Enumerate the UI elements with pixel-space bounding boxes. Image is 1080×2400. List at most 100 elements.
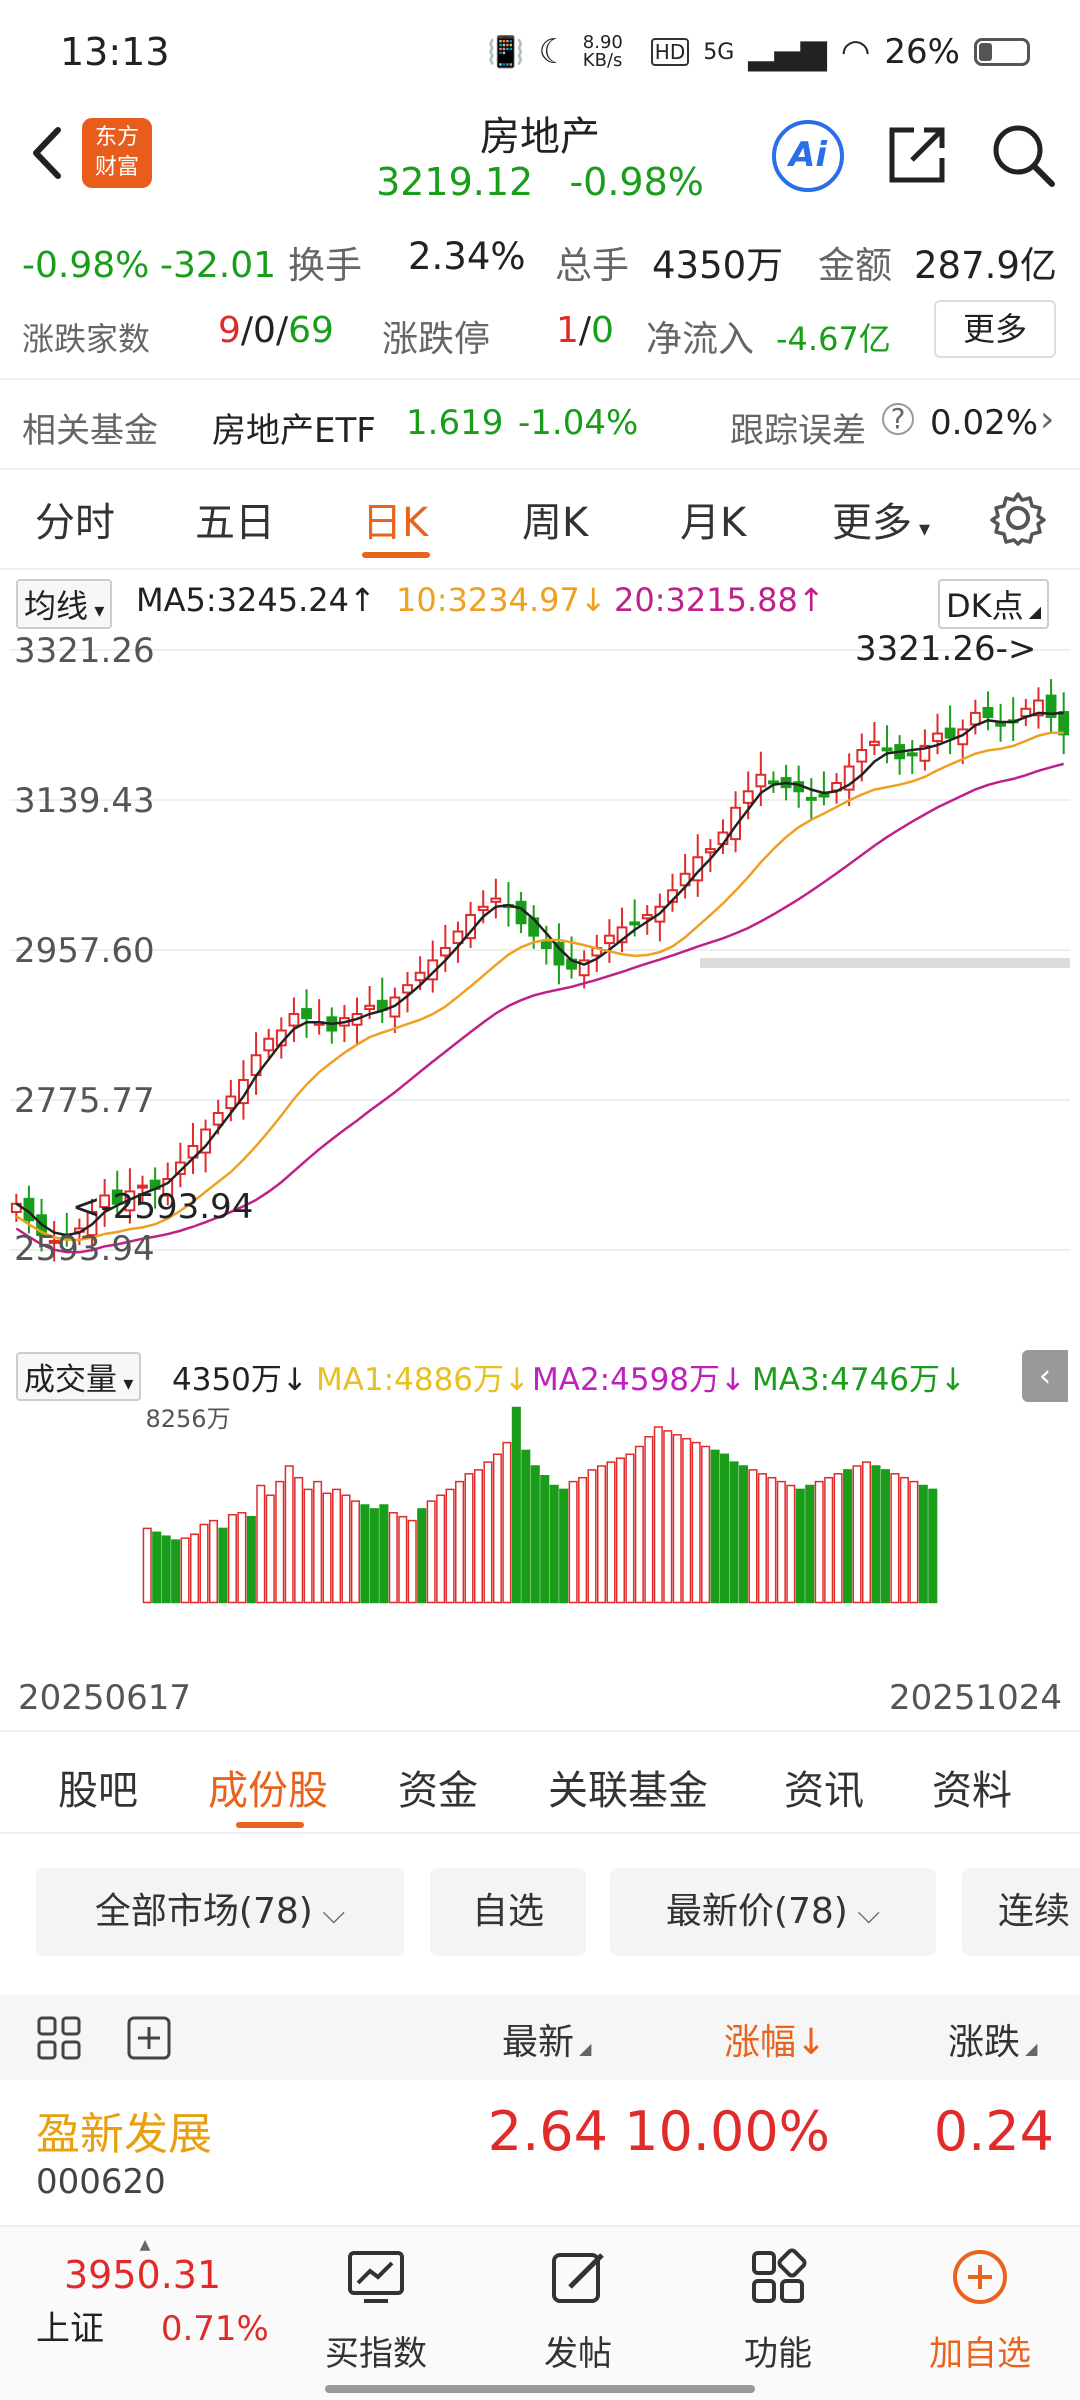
candle [932, 732, 943, 742]
tab-weekly-k[interactable]: 周K [522, 500, 589, 546]
candle [540, 941, 552, 950]
nav-functions[interactable]: 功能 [708, 2247, 848, 2375]
volume-bar [227, 1514, 237, 1604]
chart-monitor-icon [348, 2251, 404, 2303]
candle [704, 848, 716, 854]
volume-value: 4350万↓ [172, 1362, 308, 1398]
volume-bar [729, 1461, 739, 1604]
volume-bar [776, 1480, 786, 1604]
volume-bar [350, 1500, 360, 1604]
volume-bar [426, 1500, 436, 1604]
fund-price: 1.619 [406, 403, 504, 443]
tab-news[interactable]: 资讯 [784, 1768, 864, 1814]
candle [641, 914, 653, 920]
candle [452, 930, 464, 945]
candle [1058, 711, 1070, 736]
turnover-value: 2.34% [408, 235, 526, 278]
candle [48, 1239, 60, 1244]
volume-legend: 成交量 ▾ 4350万↓ MA1:4886万↓ MA2:4598万↓ MA3:4… [10, 1350, 1070, 1402]
related-fund-row[interactable]: 相关基金 房地产ETF 1.619 -1.04% 跟踪误差 ? 0.02% › [0, 395, 1080, 460]
candle [742, 790, 754, 804]
volume-bar [578, 1476, 588, 1604]
continuous-filter[interactable]: 连续 [962, 1868, 1080, 1956]
more-stats-button[interactable]: 更多 [934, 300, 1056, 358]
volume-bar [909, 1480, 919, 1604]
candle [818, 793, 830, 798]
volume-bar [436, 1494, 446, 1604]
volume-bar [814, 1480, 824, 1604]
price-filter[interactable]: 最新价(78) ⌵ [610, 1868, 936, 1956]
tab-more[interactable]: 更多 ▾ [832, 500, 931, 546]
tab-daily-k[interactable]: 日K [362, 500, 429, 546]
col-change[interactable]: 涨跌 ◢ [948, 2022, 1038, 2063]
ma-line [15, 762, 1065, 1254]
collapse-panel-icon[interactable]: ‹ [1022, 1350, 1068, 1402]
header: 东方 财富 房地产 3219.12 -0.98% Ai [0, 100, 1080, 215]
divider [0, 468, 1080, 470]
ai-assistant-button[interactable]: Ai [772, 120, 844, 192]
candle [111, 1189, 123, 1205]
volume-selector[interactable]: 成交量 ▾ [16, 1352, 142, 1401]
dk-point-button[interactable]: DK点 ◢ [938, 579, 1050, 629]
status-bar: 13:13 📳 ☾ 8.90 KB/s HD 5G ▂▄▆ ◠ 26% [0, 0, 1080, 100]
search-icon[interactable] [986, 118, 1058, 190]
settings-gear-icon[interactable] [990, 490, 1046, 546]
watchlist-filter[interactable]: 自选 [430, 1868, 586, 1956]
ma-legend: 均线 ▾ MA5:3245.24↑ 10:3234.97↓ 20:3215.88… [0, 575, 1080, 629]
share-icon[interactable] [884, 120, 952, 188]
low-annotation: <-2593.94 [72, 1187, 253, 1227]
back-icon[interactable] [22, 118, 72, 188]
tab-constituents[interactable]: 成份股 [208, 1768, 328, 1814]
volume-bar [511, 1406, 521, 1604]
tab-five-day[interactable]: 五日 [195, 500, 275, 546]
date-end: 20251024 [888, 1678, 1062, 1718]
table-row[interactable]: 盈新发展 000620 2.64 10.00% 0.24 [0, 2080, 1080, 2225]
tab-monthly-k[interactable]: 月K [680, 500, 747, 546]
y-tick-labels: 3321.26 3139.43 2957.60 2775.77 2593.94 [14, 631, 155, 1269]
nav-add-watchlist[interactable]: 加自选 [910, 2247, 1050, 2375]
header-quote: 3219.12 -0.98% [0, 160, 1080, 204]
col-latest[interactable]: 最新 ◢ [502, 2022, 592, 2063]
tracking-value: 0.02% [930, 403, 1039, 443]
add-box-icon[interactable] [126, 2015, 172, 2061]
volume-bar [852, 1465, 862, 1604]
apps-icon [752, 2248, 807, 2303]
volume-bar [596, 1465, 607, 1604]
candles [10, 679, 1070, 1262]
volume-bar [246, 1515, 256, 1604]
volume-bar [549, 1484, 559, 1604]
grid-view-icon[interactable] [36, 2015, 82, 2061]
candle [174, 1161, 186, 1176]
market-filter[interactable]: 全部市场(78) ⌵ [36, 1868, 404, 1956]
candle [906, 752, 918, 757]
tab-forum[interactable]: 股吧 [58, 1768, 138, 1814]
col-change-pct[interactable]: 涨幅↓ [724, 2022, 827, 2063]
candle [99, 1194, 111, 1209]
volume-chart[interactable]: 8256万 [10, 1400, 1070, 1670]
volume-bar [530, 1465, 540, 1604]
volume-bar [322, 1492, 332, 1604]
index-ticker[interactable]: ▲ 3950.31 上证 0.71% [20, 2237, 270, 2350]
candle [944, 727, 956, 739]
active-tab-indicator [362, 552, 430, 558]
volume-bar [388, 1512, 398, 1604]
volume-bar [767, 1476, 777, 1604]
volume-bar [331, 1488, 342, 1604]
help-icon[interactable]: ? [882, 403, 914, 435]
sub-tabs: 股吧 成份股 资金 关联基金 资讯 资料 [0, 1740, 1080, 1830]
candlestick-chart[interactable]: 3321.26 3139.43 2957.60 2775.77 2593.94 3321… [10, 630, 1070, 1350]
volume-bar [473, 1469, 484, 1604]
nav-post[interactable]: 发帖 [508, 2247, 648, 2375]
volume-bar [142, 1527, 152, 1604]
battery-icon [974, 38, 1030, 66]
nav-buy-index[interactable]: 买指数 [306, 2247, 446, 2375]
tab-capital[interactable]: 资金 [398, 1768, 478, 1814]
candle [301, 1008, 312, 1020]
tab-related-funds[interactable]: 关联基金 [548, 1768, 708, 1814]
divider [0, 1832, 1080, 1834]
volume-bar [341, 1494, 351, 1604]
ma-selector[interactable]: 均线 ▾ [16, 579, 113, 629]
volume-bar [152, 1531, 162, 1604]
tab-profile[interactable]: 资料 [932, 1768, 1012, 1814]
tab-intraday[interactable]: 分时 [35, 500, 115, 546]
